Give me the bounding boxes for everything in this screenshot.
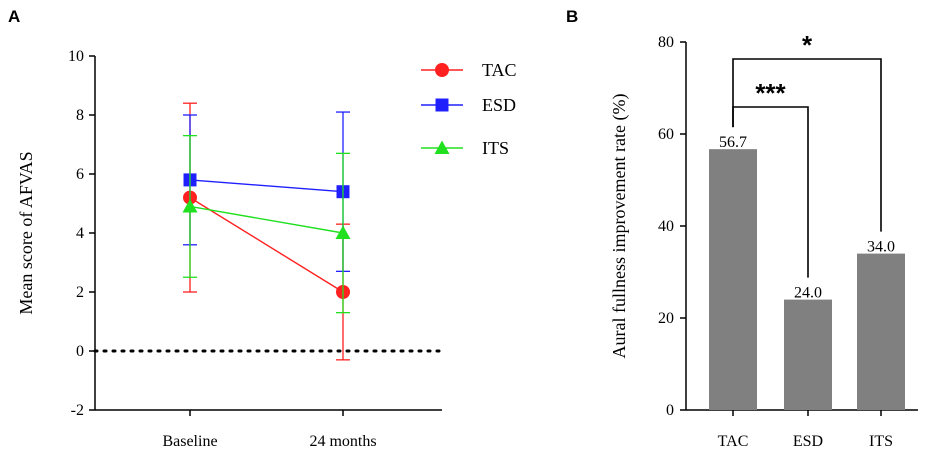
panel-a-series-tac [183,102,350,361]
panel-a-y-tick-label: 10 [68,48,84,65]
panel-a-y-tick-label: 6 [76,166,84,183]
panel-a-y-tick-label: -2 [71,402,84,419]
panel-a-y-tick-label: 4 [76,225,84,242]
panel-a-y-tick-label: 0 [76,343,84,360]
panel-b-y-tick-label: 0 [666,402,674,419]
panel-b-y-tick-label: 80 [658,34,674,51]
panel-a-y-title: Mean score of AFVAS [16,151,36,314]
bar-value-label-its: 34.0 [867,239,895,256]
legend-marker-tac [435,63,449,77]
panel-a-x-tick-label: 24 months [309,433,376,450]
panel-a-series-esd [183,111,350,273]
panel-a-y-tick-label: 8 [76,107,84,124]
panel-a-line-esd [189,179,344,193]
legend-label-its: ITS [482,138,509,158]
panel-b-y-tick-label: 20 [658,310,674,327]
significance-bracket-tac-its [732,58,882,232]
panel-a-point-its [335,225,351,239]
legend-label-tac: TAC [482,60,517,80]
significance-label-tac-esd: *** [755,78,786,108]
panel-b-x-tick-label: ESD [793,433,823,450]
panel-a-line-tac [189,197,344,293]
significance-label-tac-its: * [802,30,813,60]
panel-a-letter: A [8,7,20,26]
bar-tac [709,149,757,410]
bar-value-label-esd: 24.0 [794,285,822,302]
panel-b-y-tick-label: 60 [658,126,674,143]
bar-its [857,253,905,410]
panel-b-bar-chart: Aural fullness improvement rate (%) 0 20 4… [609,30,918,450]
panel-b-y-tick-label: 40 [658,218,674,235]
panel-a-line-chart: Mean score of AFVAS -2 0 2 4 6 8 10 Baseline 24… [16,48,517,450]
panel-a-series-its [182,134,351,314]
legend-label-esd: ESD [482,95,516,115]
panel-a-y-tick-label: 2 [76,284,84,301]
panel-b-y-title: Aural fullness improvement rate (%) [609,94,630,359]
bar-value-label-tac: 56.7 [719,134,747,151]
panel-a-x-tick-label: Baseline [162,433,217,450]
panel-b-letter: B [566,7,578,26]
panel-b-x-tick-label: ITS [869,433,893,450]
panel-a-point-its [182,198,198,213]
bar-esd [784,299,832,410]
panel-b-x-tick-label: TAC [718,433,749,450]
panel-a-line-its [189,205,344,234]
legend-marker-its [434,140,450,154]
legend-marker-esd [435,98,449,112]
